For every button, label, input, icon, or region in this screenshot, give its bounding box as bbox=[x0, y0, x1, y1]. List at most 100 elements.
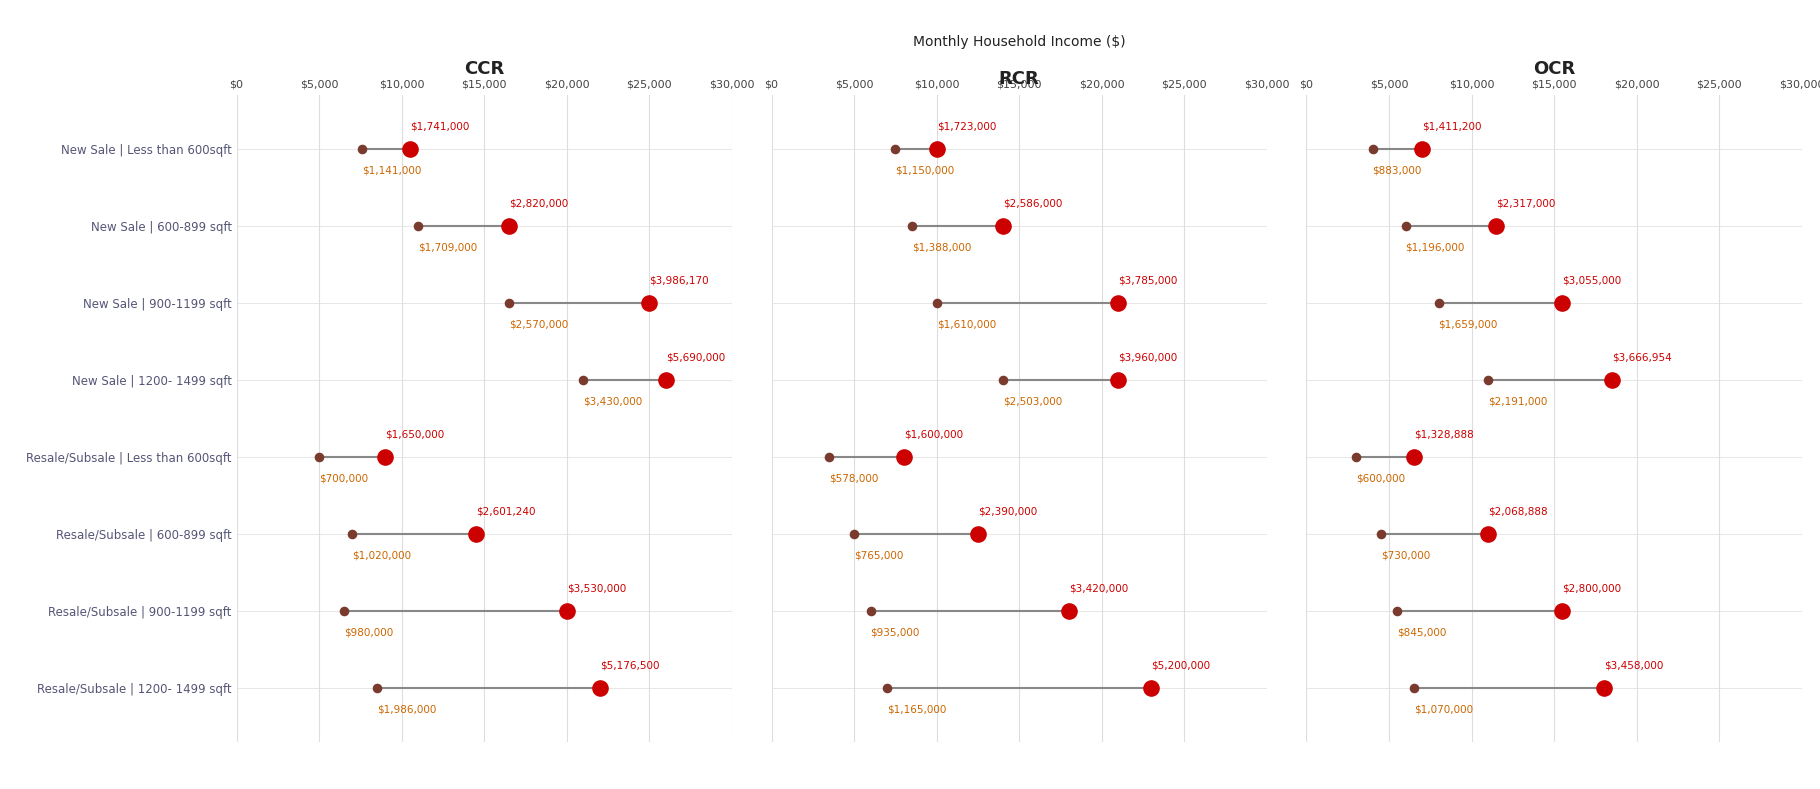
Text: $1,709,000: $1,709,000 bbox=[419, 242, 477, 252]
Text: $730,000: $730,000 bbox=[1381, 551, 1431, 561]
Text: $3,055,000: $3,055,000 bbox=[1562, 275, 1622, 286]
Text: $1,610,000: $1,610,000 bbox=[937, 320, 996, 330]
Point bbox=[1358, 142, 1387, 155]
Text: $2,800,000: $2,800,000 bbox=[1562, 584, 1622, 594]
Point bbox=[551, 604, 581, 617]
Point bbox=[635, 297, 664, 309]
Point bbox=[1407, 142, 1436, 155]
Title: OCR: OCR bbox=[1532, 60, 1576, 78]
Text: $1,020,000: $1,020,000 bbox=[353, 551, 411, 561]
Point bbox=[304, 451, 333, 463]
Text: $2,191,000: $2,191,000 bbox=[1489, 397, 1547, 406]
Text: $1,986,000: $1,986,000 bbox=[377, 705, 437, 715]
Point bbox=[815, 451, 844, 463]
Point bbox=[348, 142, 377, 155]
Text: $2,503,000: $2,503,000 bbox=[1003, 397, 1061, 406]
Text: $5,176,500: $5,176,500 bbox=[601, 661, 659, 671]
Text: $1,165,000: $1,165,000 bbox=[886, 705, 946, 715]
Title: CCR: CCR bbox=[464, 60, 504, 78]
Point bbox=[362, 682, 391, 694]
Point bbox=[371, 451, 400, 463]
Text: $980,000: $980,000 bbox=[344, 628, 393, 638]
Text: $1,070,000: $1,070,000 bbox=[1414, 705, 1472, 715]
Text: $3,430,000: $3,430,000 bbox=[584, 397, 642, 406]
Point bbox=[495, 297, 524, 309]
Point bbox=[897, 219, 926, 232]
Point bbox=[1390, 219, 1420, 232]
Point bbox=[923, 297, 952, 309]
Point bbox=[1474, 527, 1503, 540]
Point bbox=[872, 682, 901, 694]
Point bbox=[855, 604, 885, 617]
Text: $2,820,000: $2,820,000 bbox=[510, 199, 568, 208]
Text: $3,960,000: $3,960,000 bbox=[1117, 353, 1178, 363]
Text: $1,388,000: $1,388,000 bbox=[912, 242, 972, 252]
Point bbox=[888, 451, 917, 463]
Point bbox=[1400, 451, 1429, 463]
Point bbox=[839, 527, 868, 540]
Point bbox=[1383, 604, 1412, 617]
Text: $3,530,000: $3,530,000 bbox=[566, 584, 626, 594]
Point bbox=[1474, 373, 1503, 386]
Point bbox=[1547, 604, 1576, 617]
Text: $1,659,000: $1,659,000 bbox=[1438, 320, 1498, 330]
Text: $3,420,000: $3,420,000 bbox=[1068, 584, 1128, 594]
Text: $2,601,240: $2,601,240 bbox=[477, 507, 535, 517]
Text: $3,458,000: $3,458,000 bbox=[1603, 661, 1663, 671]
Text: $2,317,000: $2,317,000 bbox=[1496, 199, 1556, 208]
Point bbox=[339, 527, 368, 540]
Point bbox=[988, 373, 1017, 386]
Text: $765,000: $765,000 bbox=[854, 551, 903, 561]
Point bbox=[1341, 451, 1370, 463]
Point bbox=[1138, 682, 1167, 694]
Point bbox=[988, 219, 1017, 232]
Point bbox=[963, 527, 992, 540]
Text: $2,570,000: $2,570,000 bbox=[510, 320, 568, 330]
Text: $3,666,954: $3,666,954 bbox=[1613, 353, 1673, 363]
Point bbox=[404, 219, 433, 232]
Text: $883,000: $883,000 bbox=[1372, 166, 1421, 175]
Text: $700,000: $700,000 bbox=[318, 473, 368, 484]
Text: RCR: RCR bbox=[999, 70, 1039, 88]
Text: $1,141,000: $1,141,000 bbox=[362, 166, 422, 175]
Text: $845,000: $845,000 bbox=[1398, 628, 1447, 638]
Point bbox=[1589, 682, 1618, 694]
Point bbox=[570, 373, 599, 386]
Point bbox=[586, 682, 615, 694]
Text: $1,411,200: $1,411,200 bbox=[1421, 122, 1481, 132]
Text: $1,196,000: $1,196,000 bbox=[1405, 242, 1465, 252]
Point bbox=[1423, 297, 1452, 309]
Text: $5,200,000: $5,200,000 bbox=[1152, 661, 1210, 671]
Point bbox=[1481, 219, 1511, 232]
Text: $2,068,888: $2,068,888 bbox=[1489, 507, 1547, 517]
Text: $1,723,000: $1,723,000 bbox=[937, 122, 996, 132]
Text: $2,586,000: $2,586,000 bbox=[1003, 199, 1063, 208]
Point bbox=[881, 142, 910, 155]
Point bbox=[1103, 373, 1132, 386]
Point bbox=[1367, 527, 1396, 540]
Text: $3,785,000: $3,785,000 bbox=[1117, 275, 1178, 286]
Text: $935,000: $935,000 bbox=[870, 628, 919, 638]
Text: $1,150,000: $1,150,000 bbox=[895, 166, 956, 175]
Point bbox=[923, 142, 952, 155]
Text: $1,600,000: $1,600,000 bbox=[903, 430, 963, 439]
Point bbox=[1598, 373, 1627, 386]
Text: $1,650,000: $1,650,000 bbox=[386, 430, 444, 439]
Text: $3,986,170: $3,986,170 bbox=[650, 275, 710, 286]
Point bbox=[1054, 604, 1083, 617]
Point bbox=[395, 142, 424, 155]
Point bbox=[1400, 682, 1429, 694]
Point bbox=[329, 604, 359, 617]
Text: $578,000: $578,000 bbox=[830, 473, 879, 484]
Text: $1,741,000: $1,741,000 bbox=[410, 122, 470, 132]
Text: $1,328,888: $1,328,888 bbox=[1414, 430, 1474, 439]
Point bbox=[462, 527, 491, 540]
Text: Monthly Household Income ($): Monthly Household Income ($) bbox=[914, 36, 1125, 50]
Text: $2,390,000: $2,390,000 bbox=[977, 507, 1037, 517]
Point bbox=[652, 373, 681, 386]
Point bbox=[1103, 297, 1132, 309]
Point bbox=[1547, 297, 1576, 309]
Text: $5,690,000: $5,690,000 bbox=[666, 353, 724, 363]
Text: $600,000: $600,000 bbox=[1356, 473, 1405, 484]
Point bbox=[495, 219, 524, 232]
